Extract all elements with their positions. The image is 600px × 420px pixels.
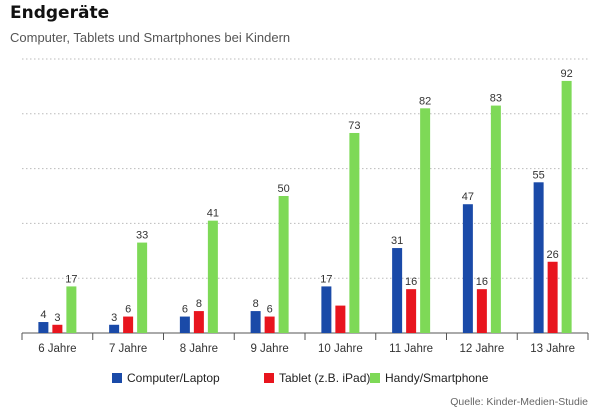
- bar-phone: [66, 286, 77, 333]
- legend-swatch-phone: [370, 373, 380, 383]
- data-label-computer: 3: [111, 312, 117, 324]
- x-tick-label: 13 Jahre: [530, 343, 575, 355]
- data-label-phone: 50: [278, 183, 290, 195]
- bar-tablet: [123, 316, 134, 333]
- bar-computer: [38, 322, 49, 333]
- bar-phone: [349, 132, 360, 333]
- data-label-computer: 17: [320, 273, 332, 285]
- legend-swatch-tablet: [264, 373, 274, 383]
- x-tick-label: 12 Jahre: [459, 343, 504, 355]
- data-label-tablet: 16: [476, 276, 488, 288]
- data-label-computer: 8: [253, 298, 259, 310]
- bar-tablet: [193, 311, 204, 333]
- bar-phone: [490, 105, 501, 333]
- legend-item-phone: Handy/Smartphone: [370, 371, 488, 385]
- bar-phone: [137, 242, 148, 333]
- chart-subtitle: Computer, Tablets und Smartphones bei Ki…: [10, 30, 291, 45]
- bar-tablet: [52, 324, 63, 333]
- data-label-phone: 33: [136, 230, 148, 242]
- data-label-computer: 55: [533, 169, 545, 181]
- legend-label-tablet: Tablet (z.B. iPad): [279, 371, 371, 385]
- data-label-phone: 83: [490, 93, 502, 105]
- legend-item-computer: Computer/Laptop: [112, 371, 220, 385]
- data-label-phone: 41: [207, 208, 219, 220]
- chart-title: Endgeräte: [10, 3, 110, 23]
- data-label-phone: 92: [561, 68, 573, 80]
- bar-computer: [179, 316, 190, 333]
- data-label-tablet: 3: [54, 312, 60, 324]
- data-label-phone: 82: [419, 95, 431, 107]
- bar-computer: [533, 182, 544, 333]
- x-tick-label: 6 Jahre: [38, 343, 76, 355]
- source-note: Quelle: Kinder-Medien-Studie: [450, 396, 588, 408]
- legend-swatch-computer: [112, 373, 122, 383]
- bar-computer: [250, 311, 261, 333]
- bar-tablet: [264, 316, 275, 333]
- x-tick-label: 9 Jahre: [250, 343, 288, 355]
- x-tick-label: 7 Jahre: [109, 343, 147, 355]
- bar-computer: [109, 324, 120, 333]
- bar-computer: [321, 286, 332, 333]
- bar-tablet: [406, 289, 417, 333]
- x-tick-label: 8 Jahre: [180, 343, 218, 355]
- data-label-tablet: 6: [267, 304, 273, 316]
- x-tick-label: 10 Jahre: [318, 343, 363, 355]
- bar-computer: [392, 248, 403, 333]
- legend-item-tablet: Tablet (z.B. iPad): [264, 371, 370, 385]
- bar-computer: [462, 204, 473, 333]
- bar-tablet: [476, 289, 487, 333]
- data-label-phone: 73: [348, 120, 360, 132]
- data-label-computer: 6: [182, 304, 188, 316]
- data-label-tablet: 16: [405, 276, 417, 288]
- bar-tablet: [547, 261, 558, 333]
- bar-tablet: [335, 305, 346, 333]
- bar-phone: [278, 196, 289, 333]
- bar-phone: [561, 80, 572, 333]
- bar-phone: [207, 220, 218, 333]
- data-label-phone: 17: [65, 273, 77, 285]
- bar-phone: [420, 108, 431, 333]
- data-label-tablet: 26: [547, 249, 559, 261]
- data-label-tablet: 6: [125, 304, 131, 316]
- data-label-computer: 31: [391, 235, 403, 247]
- data-label-tablet: 8: [196, 298, 202, 310]
- data-label-computer: 4: [40, 309, 46, 321]
- legend-label-phone: Handy/Smartphone: [385, 371, 489, 385]
- x-tick-label: 11 Jahre: [389, 343, 433, 355]
- legend-label-computer: Computer/Laptop: [127, 371, 220, 385]
- data-label-computer: 47: [462, 191, 474, 203]
